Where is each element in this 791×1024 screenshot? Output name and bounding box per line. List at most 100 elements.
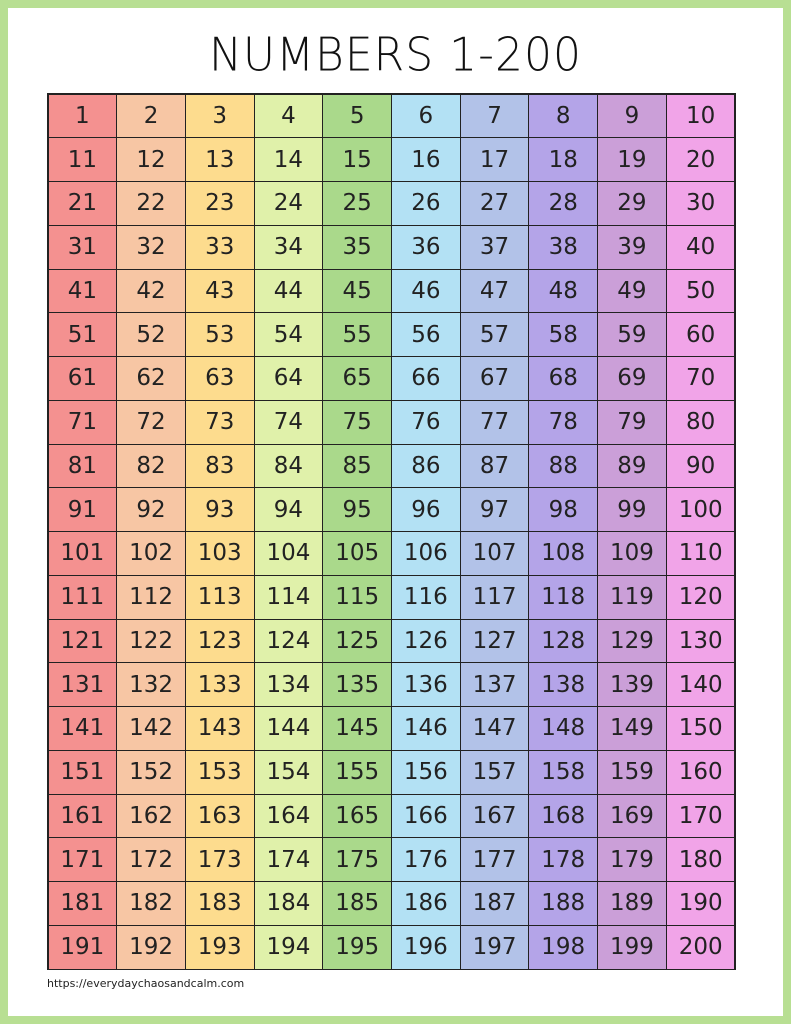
number-cell: 153: [184, 749, 255, 795]
number-cell: 175: [322, 837, 392, 882]
number-cell: 183: [184, 881, 255, 926]
number-cell: 154: [253, 749, 324, 795]
number-cell: 35: [322, 224, 392, 270]
number-cell: 138: [528, 662, 599, 707]
number-cell: 9: [597, 93, 667, 139]
number-cell: 4: [253, 93, 324, 139]
number-cell: 108: [528, 531, 599, 576]
number-cell: 150: [665, 706, 736, 751]
number-cell: 151: [47, 749, 118, 795]
number-cell: 186: [390, 881, 461, 926]
number-cell: 38: [528, 224, 599, 270]
number-cell: 192: [116, 924, 186, 970]
number-cell: 26: [390, 181, 461, 226]
number-cell: 111: [47, 574, 118, 620]
number-cell: 70: [665, 356, 736, 401]
number-cell: 102: [116, 531, 186, 576]
number-cell: 79: [597, 399, 667, 445]
number-cell: 177: [459, 837, 530, 882]
number-cell: 31: [47, 224, 118, 270]
number-cell: 130: [665, 618, 736, 664]
number-cell: 65: [322, 356, 392, 401]
number-cell: 59: [597, 312, 667, 357]
number-cell: 11: [47, 137, 118, 182]
number-grid: 1 2 3 4 5 6 7 8 9 10 11 12 13 14 15 16 17 18 19 20 21 22 23 24 2…: [47, 93, 736, 970]
number-cell: 101: [47, 531, 118, 576]
number-cell: 168: [528, 793, 599, 839]
number-cell: 91: [47, 487, 118, 532]
number-cell: 146: [390, 706, 461, 751]
number-cell: 127: [459, 618, 530, 664]
number-cell: 178: [528, 837, 599, 882]
number-cell: 82: [116, 443, 186, 489]
number-cell: 122: [116, 618, 186, 664]
number-cell: 14: [253, 137, 324, 182]
number-cell: 69: [597, 356, 667, 401]
number-cell: 135: [322, 662, 392, 707]
number-cell: 93: [184, 487, 255, 532]
number-cell: 166: [390, 793, 461, 839]
number-cell: 13: [184, 137, 255, 182]
number-cell: 67: [459, 356, 530, 401]
number-cell: 63: [184, 356, 255, 401]
number-cell: 88: [528, 443, 599, 489]
number-cell: 85: [322, 443, 392, 489]
title: NUMBERS 1-200: [208, 28, 583, 83]
number-cell: 152: [116, 749, 186, 795]
number-cell: 190: [665, 881, 736, 926]
number-cell: 34: [253, 224, 324, 270]
number-cell: 200: [665, 924, 736, 970]
number-cell: 165: [322, 793, 392, 839]
number-cell: 176: [390, 837, 461, 882]
number-cell: 132: [116, 662, 186, 707]
number-cell: 196: [390, 924, 461, 970]
number-cell: 99: [597, 487, 667, 532]
number-cell: 64: [253, 356, 324, 401]
number-cell: 120: [665, 574, 736, 620]
number-cell: 90: [665, 443, 736, 489]
number-cell: 58: [528, 312, 599, 357]
number-cell: 87: [459, 443, 530, 489]
number-cell: 160: [665, 749, 736, 795]
number-cell: 36: [390, 224, 461, 270]
number-cell: 1: [47, 93, 118, 139]
number-cell: 2: [116, 93, 186, 139]
number-cell: 43: [184, 268, 255, 314]
number-cell: 134: [253, 662, 324, 707]
number-cell: 197: [459, 924, 530, 970]
number-cell: 180: [665, 837, 736, 882]
number-cell: 40: [665, 224, 736, 270]
number-cell: 163: [184, 793, 255, 839]
number-cell: 159: [597, 749, 667, 795]
number-cell: 92: [116, 487, 186, 532]
number-cell: 191: [47, 924, 118, 970]
number-cell: 171: [47, 837, 118, 882]
number-cell: 173: [184, 837, 255, 882]
number-cell: 7: [459, 93, 530, 139]
number-cell: 39: [597, 224, 667, 270]
number-cell: 182: [116, 881, 186, 926]
number-cell: 145: [322, 706, 392, 751]
number-cell: 19: [597, 137, 667, 182]
number-cell: 8: [528, 93, 599, 139]
number-cell: 114: [253, 574, 324, 620]
number-cell: 179: [597, 837, 667, 882]
number-cell: 117: [459, 574, 530, 620]
number-cell: 96: [390, 487, 461, 532]
number-cell: 164: [253, 793, 324, 839]
number-cell: 118: [528, 574, 599, 620]
number-cell: 131: [47, 662, 118, 707]
number-cell: 61: [47, 356, 118, 401]
number-cell: 86: [390, 443, 461, 489]
number-cell: 75: [322, 399, 392, 445]
number-cell: 10: [665, 93, 736, 139]
number-cell: 72: [116, 399, 186, 445]
number-cell: 110: [665, 531, 736, 576]
number-cell: 42: [116, 268, 186, 314]
number-cell: 149: [597, 706, 667, 751]
number-cell: 129: [597, 618, 667, 664]
number-cell: 119: [597, 574, 667, 620]
number-cell: 139: [597, 662, 667, 707]
number-cell: 133: [184, 662, 255, 707]
